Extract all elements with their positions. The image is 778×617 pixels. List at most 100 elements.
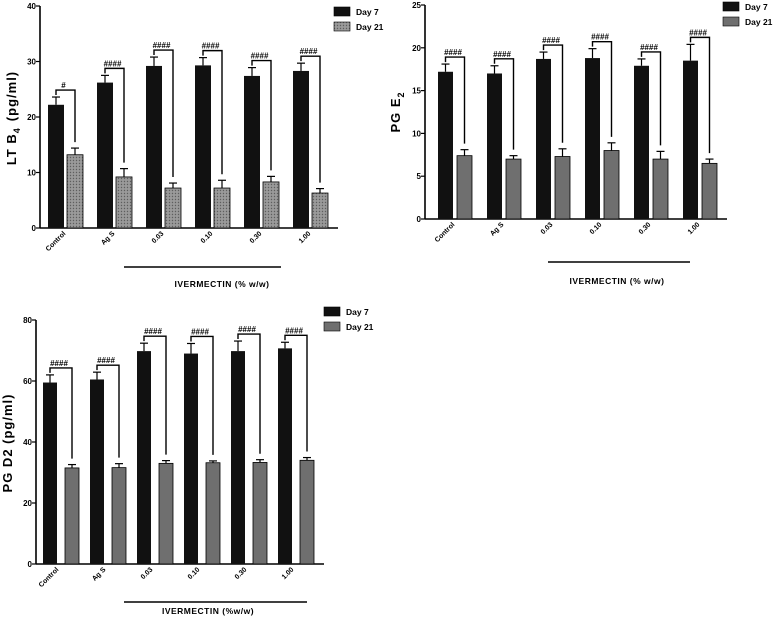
legend-swatch-day21 — [333, 21, 351, 32]
y-axis-label-subscript: 2 — [396, 91, 406, 97]
significance-bracket — [237, 333, 261, 454]
legend-swatch-day21 — [722, 16, 740, 27]
x-category-label: 0.30 — [249, 230, 264, 245]
y-axis-label: PG D2 (pg/ml) — [0, 394, 15, 493]
y-tick-label: 5 — [417, 172, 422, 181]
x-category-label: 1.00 — [687, 221, 702, 236]
x-category-label: 0.03 — [540, 221, 555, 236]
x-category-label: 0.10 — [589, 221, 604, 236]
significance-bracket — [49, 367, 73, 459]
x-category-label: Control — [434, 221, 457, 244]
x-category-label: Ag S — [489, 221, 505, 237]
bar-day21-0 — [64, 467, 80, 565]
significance-bracket — [689, 36, 711, 154]
significance-bracket — [190, 335, 214, 455]
bar-day21-5 — [299, 459, 315, 565]
y-axis-label-main: LT B — [4, 133, 19, 165]
significance-bracket — [493, 58, 515, 150]
bar-day7-1 — [97, 82, 113, 228]
legend-swatch-day7 — [333, 6, 351, 17]
bar-day21-4 — [262, 181, 280, 229]
bar-day21-4 — [252, 462, 268, 565]
legend-label-day21: Day 21 — [346, 322, 374, 332]
significance-bracket — [640, 51, 662, 146]
x-category-label: 1.00 — [281, 566, 296, 581]
significance-marker: #### — [689, 28, 707, 37]
significance-marker: #### — [238, 325, 256, 334]
bar-day21-1 — [505, 158, 522, 220]
group-label: IVERMECTIN (% w/w) — [175, 279, 270, 289]
significance-bracket — [104, 67, 125, 163]
y-tick-label: 25 — [412, 1, 421, 10]
legend-label-day7: Day 7 — [346, 307, 369, 317]
y-tick-label: 60 — [23, 377, 32, 386]
significance-bracket — [55, 89, 76, 143]
bar-day21-0 — [66, 154, 84, 229]
bar-day7-2 — [146, 65, 162, 228]
significance-bracket — [202, 49, 223, 175]
significance-bracket — [96, 364, 120, 458]
y-tick-label: 10 — [412, 129, 421, 138]
significance-bracket — [300, 55, 321, 183]
significance-marker: #### — [542, 36, 560, 45]
bar-day7-1 — [487, 73, 502, 219]
legend-label-day21: Day 21 — [745, 17, 773, 27]
significance-marker: #### — [191, 327, 209, 336]
x-category-label: 1.00 — [298, 230, 313, 245]
significance-marker: # — [61, 81, 66, 90]
y-tick-label: 0 — [417, 215, 422, 224]
bar-day21-1 — [111, 467, 127, 565]
bar-day7-5 — [293, 70, 309, 228]
y-axis-label: PG E2 — [388, 91, 406, 132]
x-category-label: Control — [45, 230, 68, 253]
bar-day21-3 — [205, 462, 221, 565]
y-tick-label: 10 — [27, 169, 36, 178]
y-axis-label-subscript: 4 — [12, 127, 22, 133]
y-tick-label: 20 — [23, 499, 32, 508]
y-axis-label-unit: (pg/ml) — [4, 71, 19, 121]
y-axis-label-main: PG D2 (pg/ml) — [0, 394, 15, 493]
legend-label-day21: Day 21 — [356, 22, 384, 32]
bar-day21-5 — [701, 162, 718, 220]
y-tick-label: 0 — [28, 560, 33, 569]
chart-panel-ltb4: 0 10 20 30 40 LT B4 (pg/ml) # Control #### Ag S ###… — [4, 2, 384, 289]
y-axis-label-main: PG E — [388, 97, 403, 132]
legend-swatch-day7 — [722, 1, 740, 12]
x-category-label: 0.03 — [140, 566, 155, 581]
bar-day21-0 — [456, 155, 473, 220]
bar-day7-1 — [90, 379, 104, 564]
bar-day21-2 — [554, 156, 571, 220]
x-category-label: Ag S — [91, 566, 107, 582]
group-label: IVERMECTIN (% w/w) — [570, 276, 665, 286]
bar-day7-3 — [195, 65, 211, 228]
group-label: IVERMECTIN (%w/w) — [162, 606, 254, 616]
bar-day7-4 — [231, 351, 245, 564]
legend-swatch-day7 — [323, 306, 341, 317]
significance-marker: #### — [591, 33, 609, 42]
significance-marker: #### — [144, 327, 162, 336]
bar-day7-2 — [536, 58, 551, 219]
significance-bracket — [153, 49, 174, 178]
significance-marker: #### — [444, 48, 462, 57]
significance-bracket — [143, 335, 167, 455]
y-tick-label: 20 — [412, 44, 421, 53]
significance-marker: #### — [153, 41, 171, 50]
significance-marker: #### — [285, 326, 303, 335]
y-tick-label: 20 — [27, 113, 36, 122]
y-tick-label: 40 — [23, 438, 32, 447]
x-category-label: Control — [38, 566, 61, 589]
bar-day7-4 — [244, 75, 260, 229]
bar-day21-5 — [311, 192, 329, 229]
chart-panel-pge2: 0 5 10 15 20 25 PG E2 #### Control #### Ag S #### 0.… — [388, 1, 773, 286]
significance-bracket — [444, 56, 466, 144]
x-category-label: 0.03 — [151, 230, 166, 245]
significance-marker: #### — [300, 47, 318, 56]
bar-day7-3 — [585, 58, 600, 220]
significance-bracket — [251, 59, 272, 171]
chart-panel-pgd2: 0 20 40 60 80 PG D2 (pg/ml) #### Control #### Ag … — [0, 306, 374, 616]
legend-label-day7: Day 7 — [356, 7, 379, 17]
y-tick-label: 30 — [27, 58, 36, 67]
significance-bracket — [284, 334, 308, 452]
bar-day7-4 — [634, 65, 649, 219]
